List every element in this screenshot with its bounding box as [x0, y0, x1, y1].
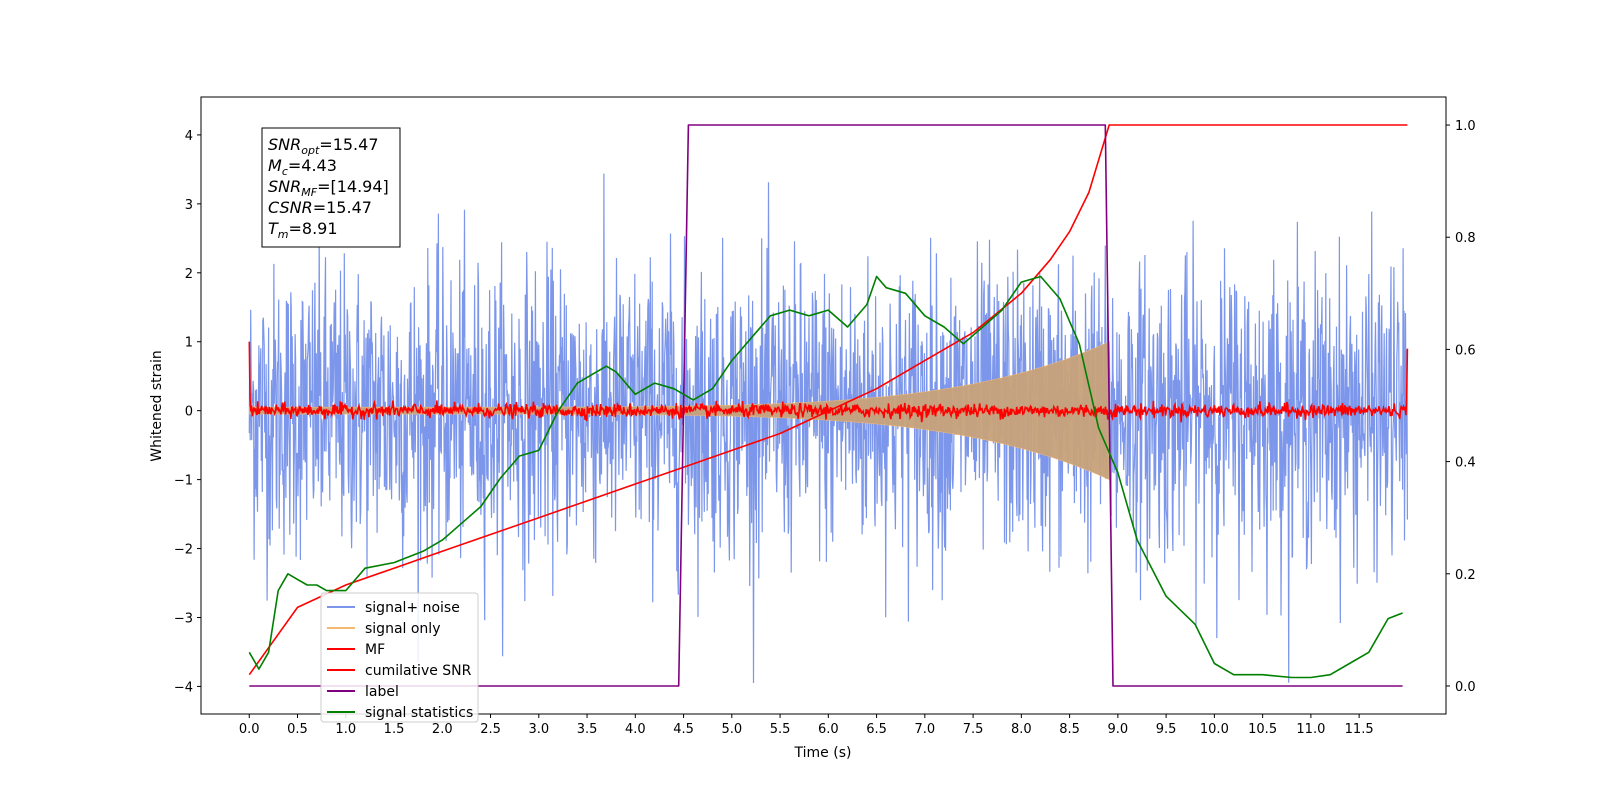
x-tick-label: 9.0: [1108, 722, 1129, 737]
info-box-line: CSNR=15.47: [268, 198, 372, 217]
x-tick-label: 6.0: [818, 722, 839, 737]
y-tick-label: −1: [174, 474, 193, 489]
legend-entry: MF: [365, 642, 385, 658]
x-tick-label: 0.5: [287, 722, 308, 737]
series-layer: [248, 124, 1409, 687]
x-tick-label: 8.0: [1011, 722, 1032, 737]
series-signal-noise: [248, 173, 1409, 684]
y2-tick-label: 0.4: [1455, 456, 1476, 471]
y2-tick-label: 0.6: [1455, 343, 1476, 358]
y2-tick-label: 1.0: [1455, 119, 1476, 134]
x-tick-label: 11.0: [1296, 722, 1325, 737]
x-axis: 0.0 0.5 1.0 1.5 2.0 2.5 3.0 3.5 4.0 4.5 5.0 5.5 6.0 6…: [239, 714, 1374, 737]
y-axis-right: 0.0 0.2 0.4 0.6 0.8 1.0: [1446, 119, 1476, 695]
legend: signal+ noise signal only MF cumilative SNR…: [320, 592, 479, 723]
legend-entry: signal statistics: [365, 705, 473, 721]
x-tick-label: 4.0: [625, 722, 646, 737]
y-tick-label: 2: [185, 267, 193, 282]
x-tick-label: 1.0: [335, 722, 356, 737]
x-tick-label: 3.5: [577, 722, 598, 737]
y-tick-label: 3: [185, 198, 193, 213]
y-axis-left: −4 −3 −2 −1 0 1 2 3 4: [174, 129, 201, 695]
legend-entry: signal only: [365, 621, 440, 637]
x-tick-label: 9.5: [1156, 722, 1177, 737]
x-tick-label: 2.5: [480, 722, 501, 737]
series-label: [249, 124, 1403, 687]
x-tick-label: 10.0: [1200, 722, 1229, 737]
y-tick-label: −4: [174, 680, 193, 695]
x-tick-label: 7.5: [963, 722, 984, 737]
info-box-line: Tm=8.91: [268, 219, 338, 241]
legend-frame: [320, 592, 479, 723]
x-tick-label: 2.0: [432, 722, 453, 737]
y-tick-label: −2: [174, 543, 193, 558]
x-tick-label: 8.5: [1059, 722, 1080, 737]
legend-entry: label: [365, 684, 399, 700]
legend-entry: signal+ noise: [365, 600, 460, 616]
info-box-line: SNRopt=15.47: [268, 135, 379, 157]
y-tick-label: −3: [174, 611, 193, 626]
series-signal-statistics: [248, 275, 1403, 679]
y-axis-label: Whitened strain: [149, 350, 165, 461]
series-mf: [248, 341, 1409, 423]
x-tick-label: 5.0: [721, 722, 742, 737]
x-tick-label: 6.5: [866, 722, 887, 737]
y2-tick-label: 0.0: [1455, 680, 1476, 695]
x-tick-label: 0.0: [239, 722, 260, 737]
x-tick-label: 3.0: [528, 722, 549, 737]
y-tick-label: 1: [185, 336, 193, 351]
info-box-line: Mc=4.43: [268, 156, 337, 178]
y-tick-label: 0: [185, 405, 193, 420]
y-tick-label: 4: [185, 129, 193, 144]
plot-frame: [200, 96, 1447, 715]
y2-tick-label: 0.8: [1455, 231, 1476, 246]
x-tick-label: 5.5: [770, 722, 791, 737]
info-box: SNRopt=15.47Mc=4.43SNRMF=[14.94]CSNR=15.…: [261, 127, 401, 248]
info-box-line: SNRMF=[14.94]: [268, 177, 389, 199]
x-tick-label: 1.5: [384, 722, 405, 737]
legend-entry: cumilative SNR: [365, 663, 472, 679]
info-box-frame: [261, 127, 401, 248]
series-cumulative-snr: [248, 124, 1408, 676]
x-tick-label: 11.5: [1345, 722, 1374, 737]
y2-tick-label: 0.2: [1455, 568, 1476, 583]
x-tick-label: 10.5: [1248, 722, 1277, 737]
x-tick-label: 4.5: [673, 722, 694, 737]
x-axis-label: Time (s): [794, 745, 852, 761]
x-tick-label: 7.0: [914, 722, 935, 737]
